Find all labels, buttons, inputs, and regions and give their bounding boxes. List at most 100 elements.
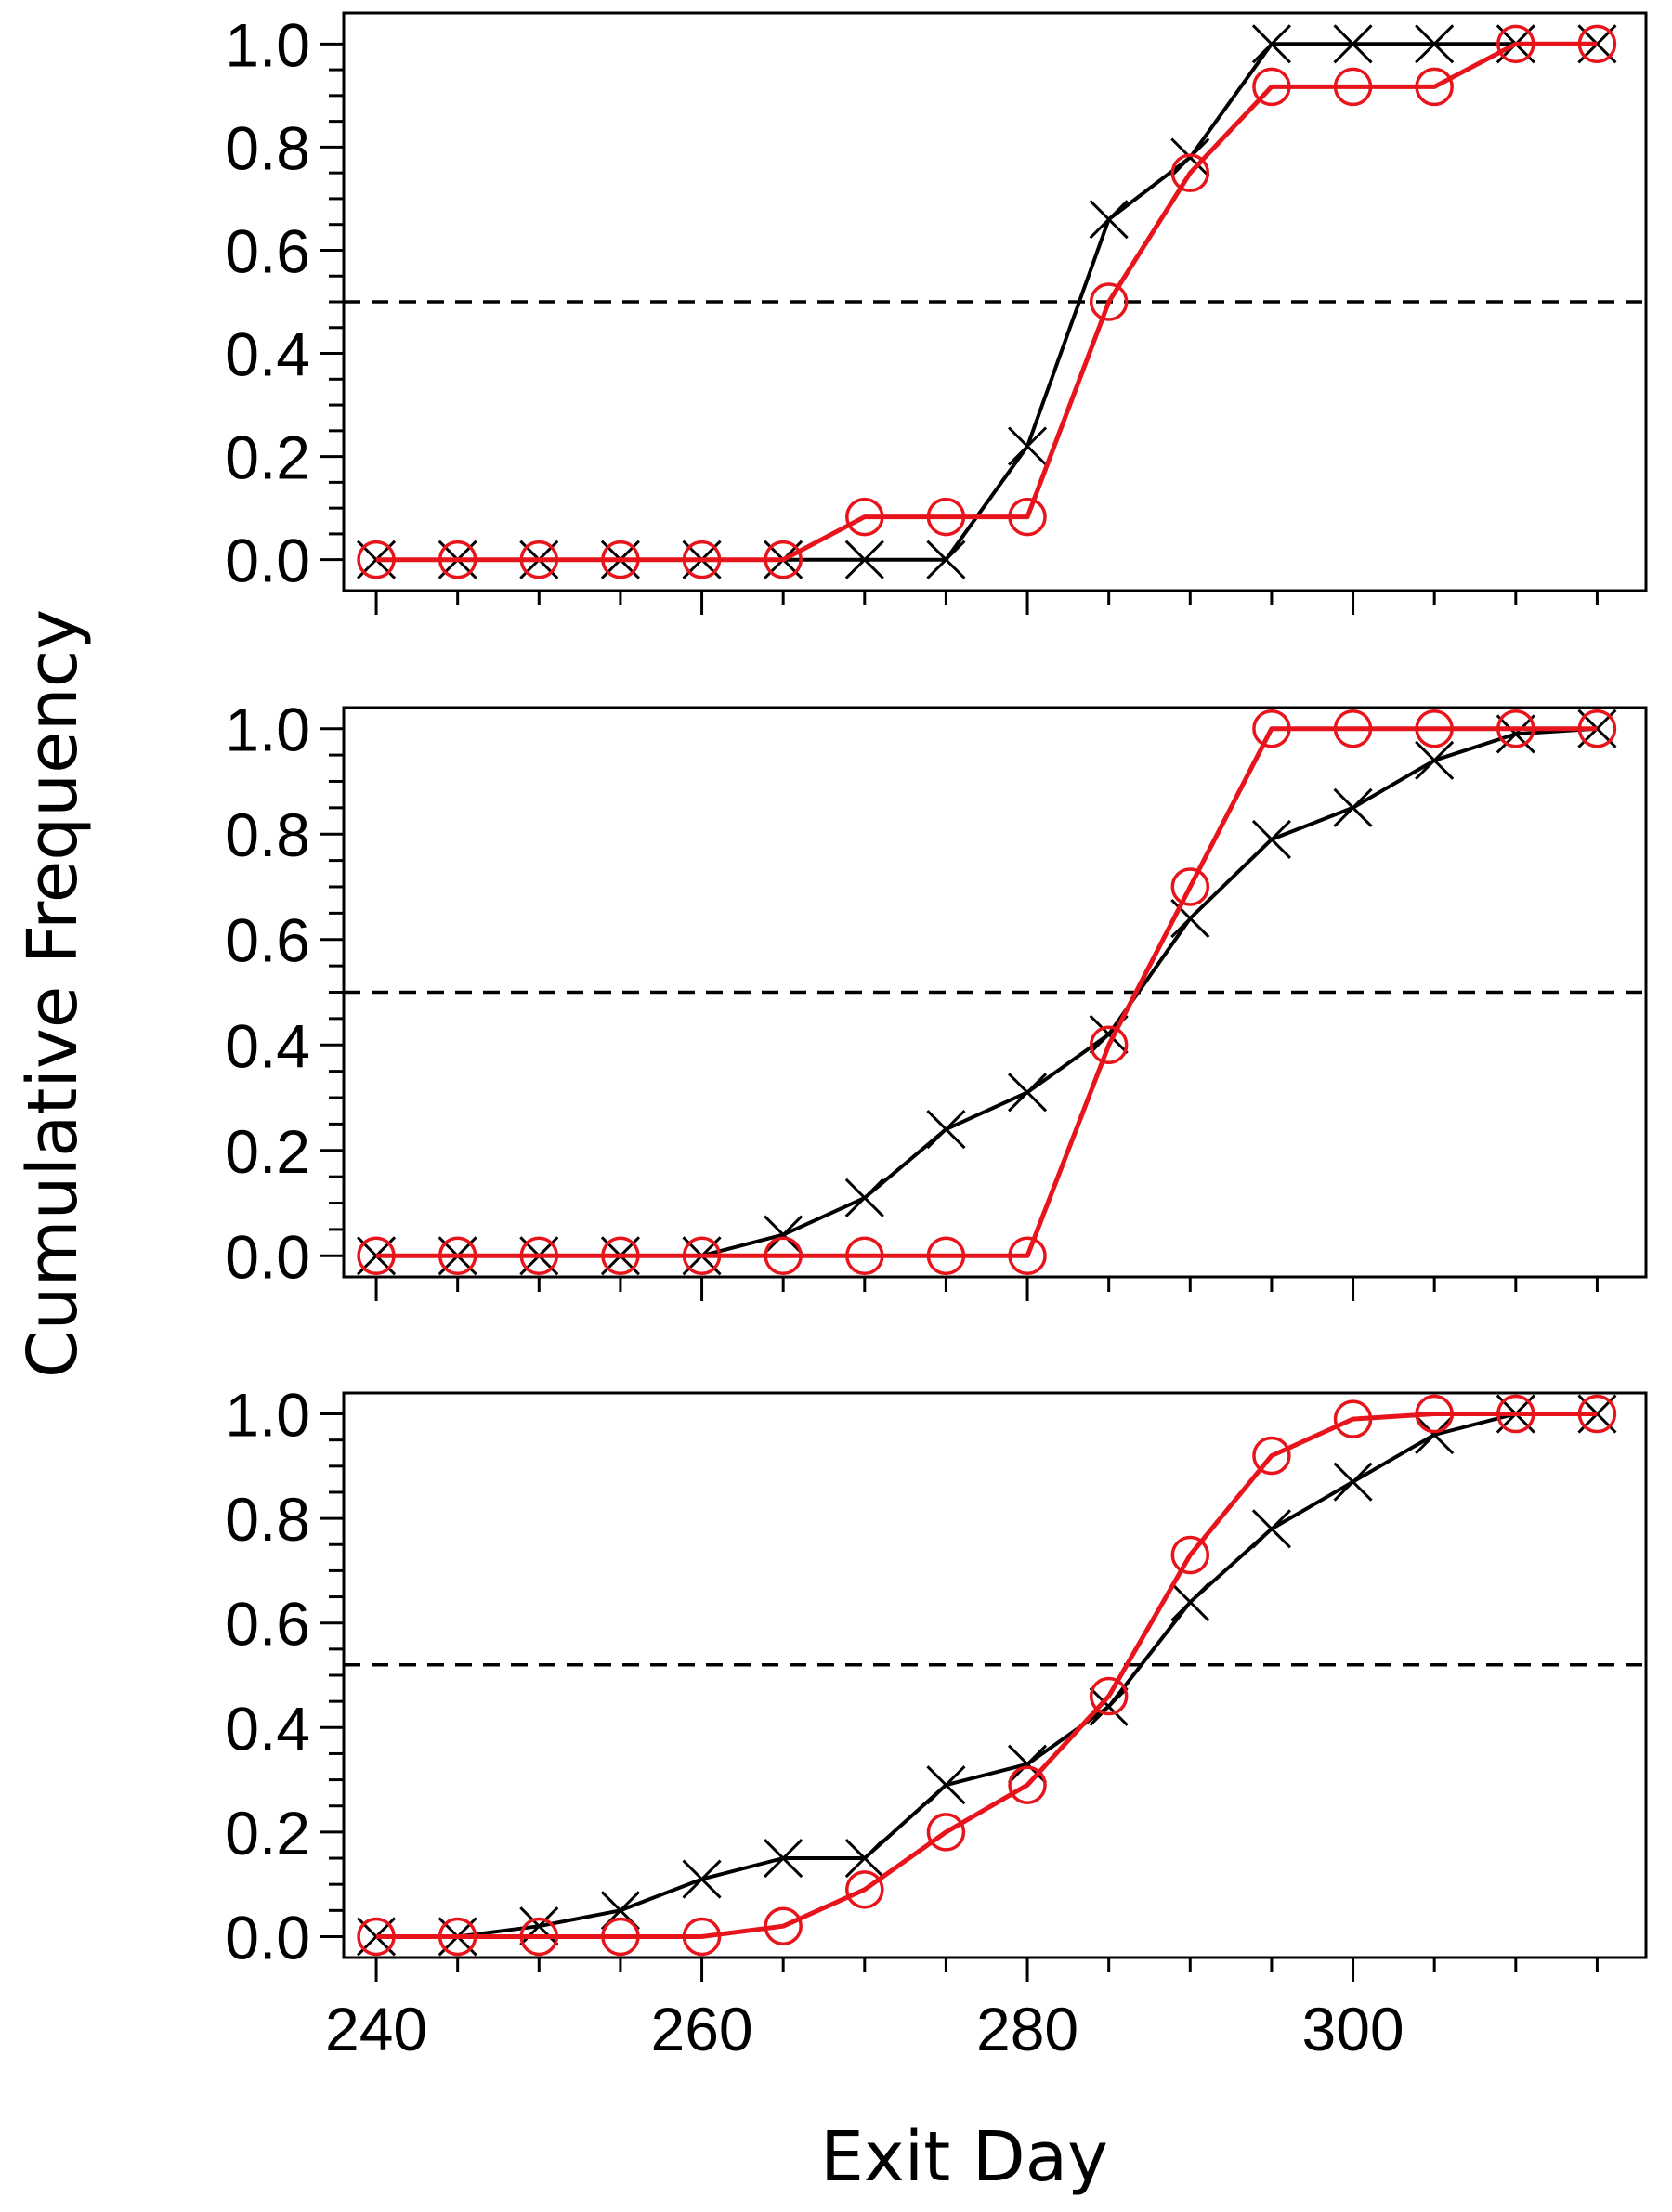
black-cross-series — [356, 1394, 1617, 1957]
circle-marker — [845, 497, 884, 537]
y-tick-label: 0.6 — [225, 906, 310, 975]
circle-marker — [1008, 497, 1047, 537]
circle-marker — [1496, 1394, 1535, 1434]
cross-marker — [1251, 819, 1291, 859]
y-tick-label: 0.6 — [225, 1590, 310, 1659]
y-tick-label: 1.0 — [225, 10, 310, 79]
series-line — [376, 1412, 1598, 1939]
cross-marker — [764, 1838, 803, 1879]
circle-marker — [519, 1236, 559, 1276]
circle-marker — [1415, 67, 1454, 107]
circle-marker — [1415, 1394, 1454, 1434]
y-tick-label: 0.8 — [225, 113, 310, 182]
cross-marker — [926, 1765, 966, 1805]
y-tick-label: 0.0 — [225, 527, 310, 595]
circle-marker — [1333, 67, 1373, 107]
y-axis-title: Cumulative Frequency — [13, 609, 93, 1378]
circle-marker — [438, 540, 477, 579]
y-tick-label: 0.0 — [225, 1222, 310, 1291]
cross-marker — [1170, 1582, 1210, 1622]
circle-marker — [682, 1236, 722, 1276]
cross-marker — [926, 1110, 966, 1150]
circle-marker — [764, 1906, 803, 1945]
cross-marker — [1007, 1073, 1048, 1113]
y-tick-label: 1.0 — [225, 696, 310, 764]
panels: 0.00.20.40.60.81.00.00.20.40.60.81.00.00… — [225, 10, 1648, 2063]
circle-marker — [1008, 1236, 1047, 1276]
circle-marker — [1577, 709, 1617, 748]
panel-1: 0.0 0.2 0.4 0.6 0.8 1.0 — [225, 10, 1648, 615]
y-tick-label: 0.2 — [225, 423, 310, 492]
circle-marker — [845, 1870, 884, 1909]
circle-marker — [1170, 153, 1210, 192]
panel-2: 0.0 0.2 0.4 0.6 0.8 1.0 — [225, 696, 1648, 1301]
circle-marker — [1496, 24, 1535, 64]
circle-marker — [1496, 709, 1535, 748]
cross-marker — [1333, 24, 1373, 64]
cross-marker — [1089, 1686, 1129, 1726]
panel-3: 0.0 0.2 0.4 0.6 0.8 1.0 240 260 280 300 — [225, 1381, 1648, 2063]
circle-marker — [764, 1236, 803, 1276]
circle-marker — [1577, 24, 1617, 64]
cross-marker — [1251, 24, 1291, 64]
y-tick-label: 0.0 — [225, 1903, 310, 1971]
y-tick-label: 0.8 — [225, 800, 310, 869]
circle-marker — [1252, 709, 1291, 748]
circle-marker — [601, 1917, 640, 1957]
cross-marker — [764, 1215, 803, 1255]
circle-marker — [438, 1917, 477, 1957]
circle-marker — [1333, 1399, 1373, 1438]
cross-marker — [844, 1178, 884, 1217]
y-tick-label: 1.0 — [225, 1381, 310, 1450]
circle-marker — [764, 540, 803, 579]
circle-marker — [357, 1917, 396, 1957]
circle-marker — [1577, 1394, 1617, 1434]
circle-marker — [519, 1917, 559, 1957]
y-tick-label: 0.8 — [225, 1485, 310, 1554]
cross-marker — [1007, 426, 1048, 466]
y-tick-label: 0.4 — [225, 1694, 310, 1763]
circle-marker — [357, 1236, 396, 1276]
cross-marker — [844, 1838, 884, 1879]
cross-marker — [1007, 1744, 1048, 1784]
circle-marker — [1252, 1436, 1291, 1476]
circle-marker — [845, 1236, 884, 1276]
cross-marker — [1333, 1462, 1373, 1502]
circle-marker — [438, 1236, 477, 1276]
circle-marker — [682, 1917, 722, 1957]
circle-marker — [1089, 1676, 1129, 1716]
circle-marker — [1415, 709, 1454, 748]
series-line — [376, 726, 1598, 1258]
cross-marker — [1415, 24, 1455, 64]
cross-marker — [844, 540, 884, 579]
red-circle-series — [357, 709, 1617, 1276]
circle-marker — [601, 1236, 640, 1276]
circle-marker — [1089, 282, 1129, 321]
x-tick-label: 300 — [1301, 1995, 1404, 2063]
x-tick-label: 280 — [976, 1995, 1078, 2063]
circle-marker — [682, 540, 722, 579]
cross-marker — [1415, 1414, 1455, 1455]
cross-marker — [682, 1859, 722, 1899]
circle-marker — [926, 497, 966, 537]
cross-marker — [1089, 200, 1129, 240]
circle-marker — [1008, 1765, 1047, 1804]
red-circle-series — [357, 1394, 1617, 1957]
circle-marker — [1333, 709, 1373, 748]
circle-marker — [601, 540, 640, 579]
cross-marker — [1251, 1509, 1291, 1549]
cross-marker — [1415, 740, 1455, 780]
circle-marker — [1170, 1535, 1210, 1575]
y-tick-label: 0.4 — [225, 1011, 310, 1080]
cross-marker — [1333, 787, 1373, 827]
y-tick-label: 0.6 — [225, 216, 310, 285]
x-axis-title: Exit Day — [820, 2117, 1108, 2197]
y-tick-label: 0.4 — [225, 320, 310, 389]
cross-marker — [1170, 137, 1210, 177]
cross-marker — [1496, 714, 1535, 754]
y-tick-label: 0.2 — [225, 1117, 310, 1186]
circle-marker — [357, 540, 396, 579]
plot-frame — [342, 1391, 1648, 1959]
red-circle-series — [357, 24, 1617, 579]
